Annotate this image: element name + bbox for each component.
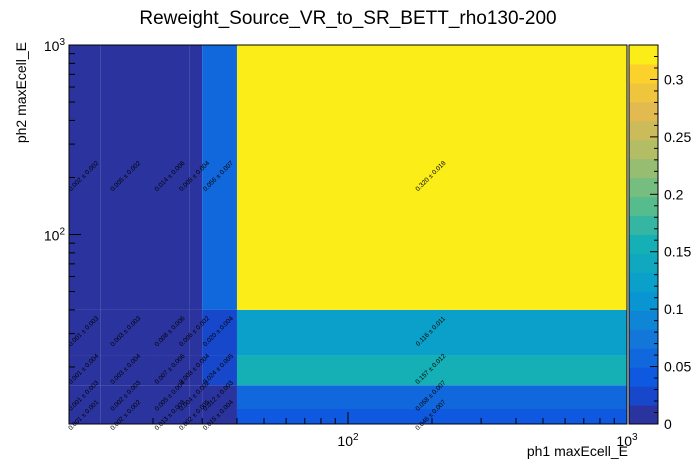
y-tick-label: 103 (44, 37, 66, 54)
colorbar-tick-label: 0.2 (664, 186, 684, 202)
colorbar-band (629, 253, 658, 273)
heatmap-cell (202, 385, 237, 409)
heatmap-cell (100, 385, 153, 409)
colorbar-frame (628, 44, 659, 425)
x-tick-label: 102 (337, 432, 359, 449)
colorbar-band (629, 329, 658, 349)
heatmap-cell (189, 408, 203, 424)
heatmap-cell (152, 45, 190, 310)
y-tick-label: 102 (44, 227, 66, 244)
colorbar-band (629, 63, 658, 84)
colorbar-band (629, 215, 658, 235)
colorbar-tick-label: 0.15 (664, 244, 691, 260)
heatmap-cell (202, 355, 237, 386)
colorbar-band (629, 405, 658, 425)
heatmap-cell (100, 45, 153, 310)
color-scale: 0 0.05 0.1 0.15 0.2 0.25 0.3 (628, 44, 691, 432)
heatmap-cell (236, 408, 627, 424)
heatmap-cell (202, 408, 237, 424)
heatmap-cell (152, 408, 190, 424)
colorbar-band (629, 158, 658, 179)
heatmap-cell (152, 309, 190, 356)
colorbar-band (629, 310, 658, 330)
heatmap-cell (69, 355, 101, 386)
heatmap-cell (69, 309, 101, 356)
heatmap-cell (152, 355, 190, 386)
x-tick-label: 103 (616, 432, 638, 449)
heatmap-cell (100, 309, 153, 356)
heatmap-cell (189, 385, 203, 409)
heatmap-cell (202, 309, 237, 356)
colorbar-band (629, 177, 658, 198)
colorbar-tick-label: 0.05 (664, 359, 691, 375)
colorbar-band (629, 101, 658, 122)
colorbar-band (629, 120, 658, 141)
heatmap-cell (100, 355, 153, 386)
heatmap-cell (152, 385, 190, 409)
colorbar-tick-label: 0.1 (664, 301, 684, 317)
heatmap-cell (236, 309, 627, 356)
heatmap-cell (236, 355, 627, 386)
colorbar-band (629, 272, 658, 292)
heatmap-cell (69, 408, 101, 424)
colorbar-band (629, 234, 658, 254)
heatmap-cell (189, 309, 203, 356)
heatmap-cell (189, 45, 203, 310)
chart-title: Reweight_Source_VR_to_SR_BETT_rho130-200 (139, 8, 556, 29)
heatmap-cell (69, 385, 101, 409)
heatmap-cells (69, 45, 627, 424)
colorbar-band (629, 386, 658, 406)
colorbar-tick-label: 0.25 (664, 129, 691, 145)
colorbar-band (629, 196, 658, 217)
axes: 102 103 102 103 (44, 37, 638, 449)
colorbar-band (629, 45, 658, 65)
colorbar-band (629, 348, 658, 368)
colorbar-band (629, 82, 658, 103)
x-axis-label: ph1 maxEcell_E (527, 443, 628, 459)
colorbar-tick-label: 0 (664, 416, 672, 432)
colorbar-band (629, 291, 658, 311)
heatmap-cell (236, 385, 627, 409)
heatmap-cell (236, 45, 627, 310)
colorbar-tick-label: 0.3 (664, 71, 684, 87)
heatmap-cell (100, 408, 153, 424)
heatmap-cell (189, 355, 203, 386)
heatmap-cell (202, 45, 237, 310)
y-axis-label: ph2 maxEcell_E (13, 42, 29, 143)
colorbar-band (629, 139, 658, 160)
colorbar-band (629, 367, 658, 387)
